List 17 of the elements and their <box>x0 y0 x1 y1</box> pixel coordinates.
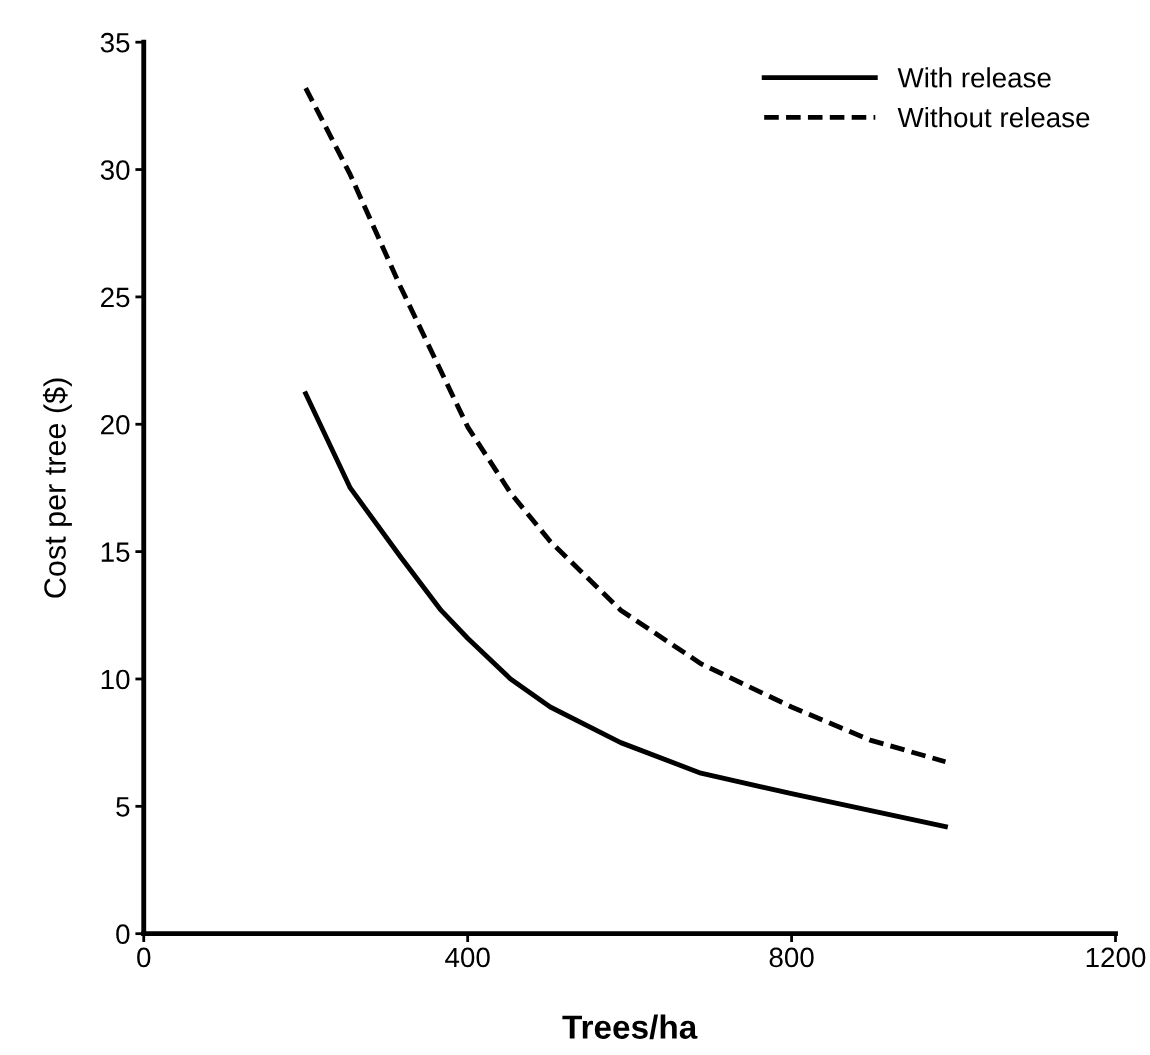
x-axis-title: Trees/ha <box>562 1014 698 1040</box>
y-tick-label: 35 <box>100 32 130 53</box>
y-tick-label: 10 <box>101 669 130 690</box>
y-tick-label: 30 <box>100 160 130 180</box>
x-tick-label: 0 <box>137 947 151 968</box>
x-tick-label: 400 <box>445 947 490 968</box>
x-tick-label: 1200 <box>1086 947 1146 968</box>
y-tick-label: 20 <box>101 414 130 435</box>
y-tick-label: 15 <box>101 542 130 562</box>
y-tick-label: 5 <box>116 797 130 817</box>
x-tick-label: 800 <box>769 947 814 968</box>
line-series <box>303 391 948 830</box>
legend-label: With release <box>897 67 1051 88</box>
legend-label: Without release <box>897 106 1090 128</box>
y-tick-label: 25 <box>101 287 130 308</box>
y-tick-label: 0 <box>116 924 130 945</box>
y-axis-title: Cost per tree ($) <box>42 378 72 598</box>
